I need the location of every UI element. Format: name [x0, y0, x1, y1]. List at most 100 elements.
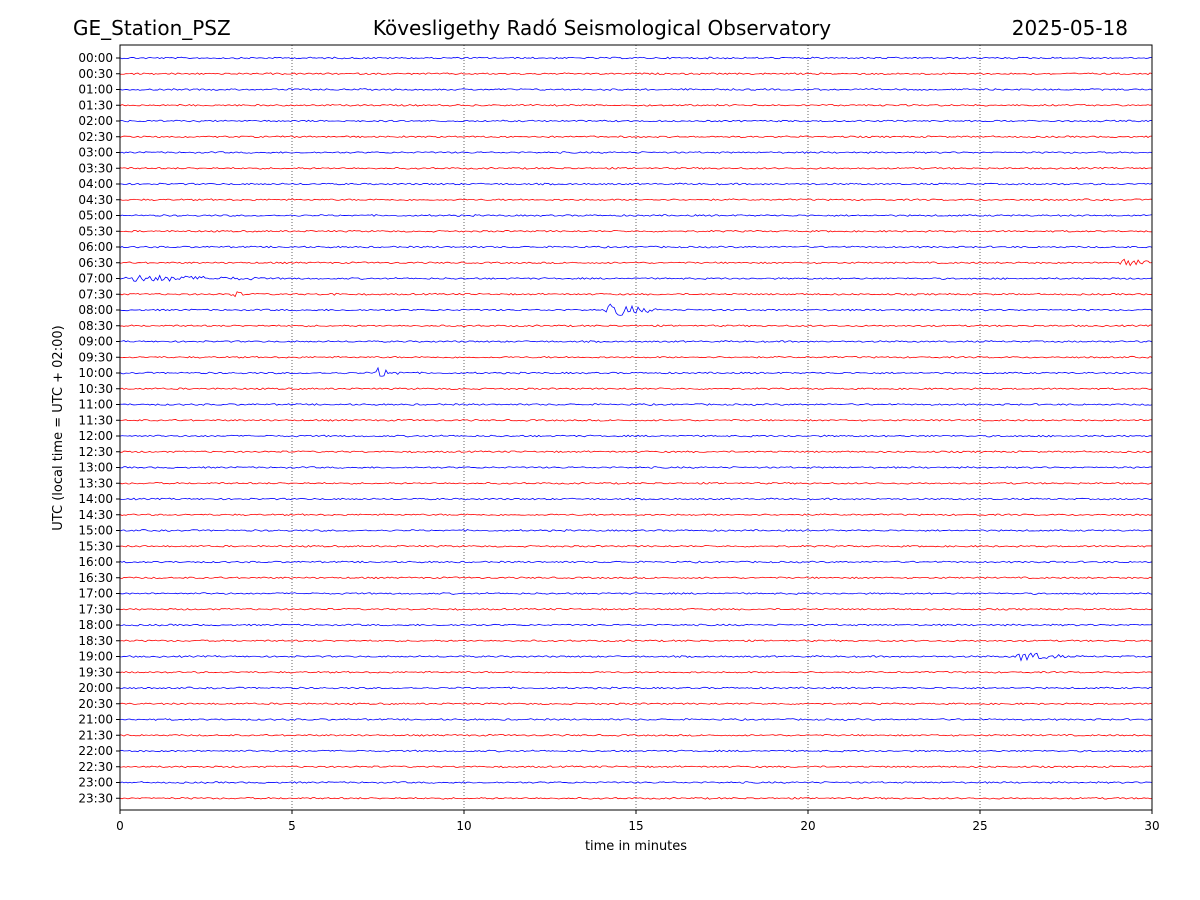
trace-1500 — [119, 529, 1153, 532]
trace-1030 — [119, 387, 1153, 391]
y-tick-label-0730: 07:30 — [78, 287, 113, 301]
trace-1630 — [119, 576, 1153, 580]
trace-0130 — [119, 103, 1153, 107]
trace-1300 — [119, 466, 1153, 469]
trace-0000 — [119, 56, 1153, 60]
y-tick-label-1300: 13:00 — [78, 461, 113, 475]
y-tick-label-2000: 20:00 — [78, 681, 113, 695]
trace-1700 — [119, 592, 1153, 595]
trace-1530 — [119, 544, 1153, 548]
y-tick-label-1830: 18:30 — [78, 634, 113, 648]
y-tick-label-1330: 13:30 — [78, 476, 113, 490]
y-tick-label-0630: 06:30 — [78, 256, 113, 270]
y-tick-label-2030: 20:30 — [78, 697, 113, 711]
trace-0400 — [119, 182, 1153, 186]
trace-1200 — [119, 434, 1153, 438]
y-tick-label-1030: 10:30 — [78, 382, 113, 396]
x-tick-label-20: 20 — [800, 819, 815, 833]
y-tick-label-1000: 10:00 — [78, 366, 113, 380]
trace-1600 — [119, 560, 1153, 564]
trace-1830 — [119, 639, 1153, 643]
y-tick-label-0200: 02:00 — [78, 114, 113, 128]
trace-2330 — [119, 796, 1153, 800]
y-tick-label-0430: 04:30 — [78, 193, 113, 207]
trace-0330 — [119, 166, 1153, 170]
trace-0300 — [119, 151, 1153, 154]
y-tick-label-1230: 12:30 — [78, 445, 113, 459]
trace-2300 — [119, 781, 1153, 784]
y-tick-label-0000: 00:00 — [78, 51, 113, 65]
y-tick-label-0300: 03:00 — [78, 146, 113, 160]
y-tick-label-1600: 16:00 — [78, 555, 113, 569]
y-tick-label-0700: 07:00 — [78, 272, 113, 286]
y-tick-label-2200: 22:00 — [78, 744, 113, 758]
y-tick-label-2130: 21:30 — [78, 728, 113, 742]
trace-0030 — [119, 72, 1153, 76]
trace-0530 — [119, 229, 1153, 233]
y-tick-label-1700: 17:00 — [78, 587, 113, 601]
trace-0500 — [119, 214, 1153, 217]
x-axis-label: time in minutes — [585, 839, 687, 854]
y-tick-label-0100: 01:00 — [78, 83, 113, 97]
y-tick-label-1530: 15:30 — [78, 539, 113, 553]
seismogram-traces — [119, 56, 1153, 800]
y-tick-label-0500: 05:00 — [78, 209, 113, 223]
y-tick-label-0400: 04:00 — [78, 177, 113, 191]
y-tick-label-1900: 19:00 — [78, 650, 113, 664]
trace-1230 — [119, 450, 1153, 454]
y-tick-label-1800: 18:00 — [78, 618, 113, 632]
trace-2130 — [119, 733, 1153, 737]
y-tick-label-0800: 08:00 — [78, 303, 113, 317]
y-tick-label-1130: 11:30 — [78, 413, 113, 427]
x-tick-label-5: 5 — [288, 819, 296, 833]
y-tick-label-0130: 01:30 — [78, 98, 113, 112]
y-axis-label: UTC (local time = UTC + 02:00) — [51, 325, 66, 530]
trace-2100 — [119, 718, 1153, 721]
x-tick-label-10: 10 — [456, 819, 471, 833]
y-tick-label-1100: 11:00 — [78, 398, 113, 412]
chart-date: 2025-05-18 — [1012, 16, 1128, 40]
trace-0630 — [119, 258, 1153, 267]
station-name: GE_Station_PSZ — [73, 16, 231, 40]
y-tick-label-0930: 09:30 — [78, 350, 113, 364]
y-tick-label-0900: 09:00 — [78, 335, 113, 349]
trace-0800 — [119, 303, 1153, 316]
y-tick-label-0230: 02:30 — [78, 130, 113, 144]
trace-1130 — [119, 418, 1152, 422]
x-tick-label-0: 0 — [116, 819, 124, 833]
trace-1800 — [119, 623, 1153, 627]
y-tick-label-1200: 12:00 — [78, 429, 113, 443]
trace-0200 — [119, 119, 1153, 123]
trace-0600 — [119, 245, 1153, 249]
y-tick-label-2230: 22:30 — [78, 760, 113, 774]
x-tick-label-15: 15 — [628, 819, 643, 833]
trace-0900 — [119, 340, 1153, 343]
y-tick-label-0330: 03:30 — [78, 161, 113, 175]
y-tick-label-2330: 23:30 — [78, 791, 113, 805]
trace-2200 — [119, 749, 1153, 753]
y-tick-label-1630: 16:30 — [78, 571, 113, 585]
y-tick-label-1730: 17:30 — [78, 602, 113, 616]
trace-0230 — [119, 135, 1153, 139]
y-tick-label-1500: 15:00 — [78, 524, 113, 538]
trace-0930 — [119, 355, 1153, 359]
trace-2230 — [119, 765, 1153, 769]
trace-1100 — [119, 403, 1153, 406]
y-tick-label-0830: 08:30 — [78, 319, 113, 333]
trace-2030 — [119, 702, 1153, 706]
trace-1430 — [119, 513, 1153, 517]
chart-title: Kövesligethy Radó Seismological Observat… — [373, 16, 831, 40]
trace-1330 — [119, 481, 1153, 485]
trace-2000 — [119, 686, 1153, 690]
y-tick-label-1400: 14:00 — [78, 492, 113, 506]
x-axis-ticks: 0 5 10 15 20 25 30 — [116, 810, 1160, 833]
y-tick-label-1430: 14:30 — [78, 508, 113, 522]
x-tick-label-25: 25 — [972, 819, 987, 833]
x-tick-label-30: 30 — [1144, 819, 1159, 833]
trace-0430 — [119, 198, 1153, 202]
trace-0100 — [119, 88, 1153, 91]
trace-1900 — [119, 652, 1153, 662]
trace-0700 — [119, 274, 1153, 282]
